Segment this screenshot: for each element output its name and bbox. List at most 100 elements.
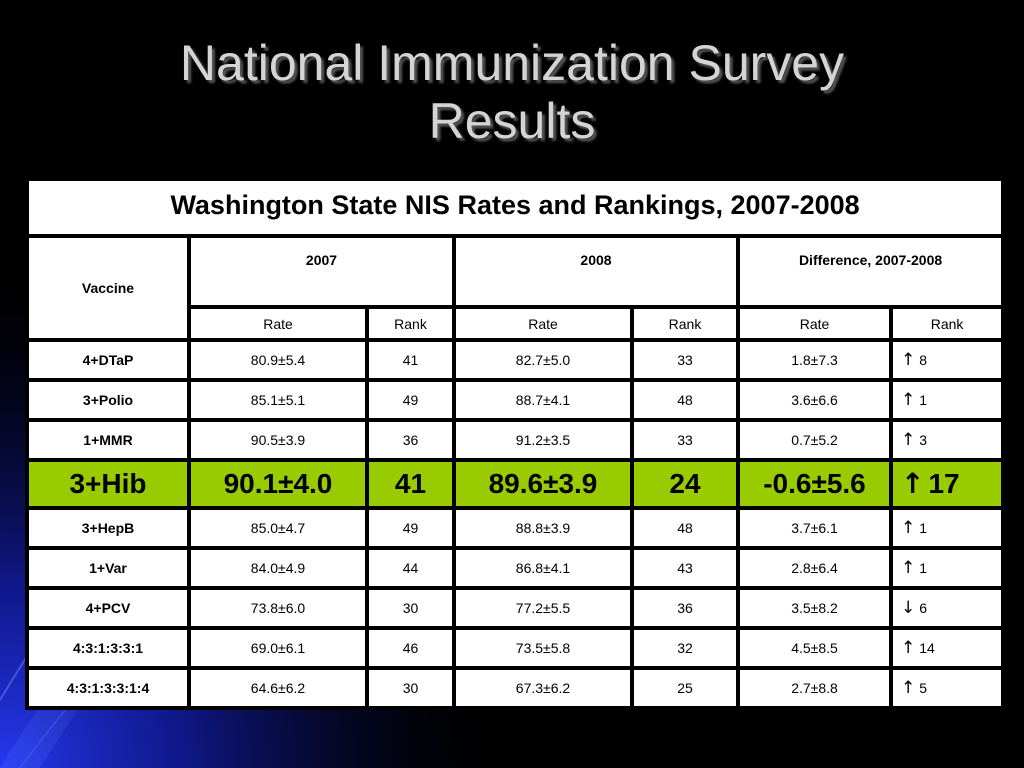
rank-change-value: 5 [919,679,928,696]
group-header-2008: 2008 [452,233,740,310]
subheader-rate-difference: Rate [736,305,893,342]
rank-2008: 48 [630,506,740,551]
rank-change: ↑ 5 [888,665,1006,711]
rate-difference: -0.6±5.6 [736,457,893,511]
group-header-2007: 2007 [187,233,456,310]
rank-change-value: 1 [919,520,928,537]
rank-2008: 24 [630,457,740,511]
rank-2008: 33 [630,337,740,382]
rate-2008: 86.8±4.1 [452,546,634,591]
table-row: 1+Var 84.0±4.9 44 86.8±4.1 43 2.8±6.4 ↑ 1 [25,546,1006,591]
rank-2007: 44 [365,546,456,591]
vaccine-name: 4+PCV [25,586,191,630]
rank-change: ↑ 14 [888,625,1006,670]
rate-2007: 64.6±6.2 [187,665,369,711]
rank-2008: 43 [630,546,740,591]
arrow-up-icon: ↑ [901,637,916,658]
rank-change: ↑ 1 [888,377,1006,422]
rate-difference: 3.5±8.2 [736,586,893,630]
rate-difference: 1.8±7.3 [736,337,893,382]
rate-difference: 3.7±6.1 [736,506,893,551]
arrow-up-icon: ↑ [901,677,916,698]
group-header-difference: Difference, 2007-2008 [735,233,1006,310]
arrow-up-icon: ↑ [901,467,925,501]
rank-change: ↑ 3 [888,417,1006,462]
subheader-rank-2008: Rank [630,305,740,342]
arrow-up-icon: ↑ [901,558,916,579]
rank-change: ↑ 1 [888,546,1006,591]
rate-2007: 84.0±4.9 [187,546,369,591]
rate-2007: 69.0±6.1 [187,625,369,670]
rate-difference: 3.6±6.6 [736,377,893,422]
rank-2007: 36 [365,417,456,462]
subheader-rank-2007: Rank [365,305,456,342]
nis-rates-table: Washington State NIS Rates and Rankings,… [24,177,1006,711]
rank-2007: 46 [365,625,456,670]
rank-change-value: 17 [928,468,960,500]
vaccine-name: 3+HepB [25,506,191,551]
rate-difference: 0.7±5.2 [736,417,893,462]
rank-2007: 41 [365,337,456,382]
table-row: 1+MMR 90.5±3.9 36 91.2±3.5 33 0.7±5.2 ↑ 3 [25,417,1006,462]
rate-2008: 82.7±5.0 [452,337,634,382]
table-row: 4+PCV 73.8±6.0 30 77.2±5.5 36 3.5±8.2 ↓ 6 [25,586,1006,630]
rate-2007: 80.9±5.4 [187,337,369,382]
rank-change-value: 1 [919,391,928,408]
vaccine-name: 4:3:1:3:3:1:4 [25,665,191,711]
rank-2008: 36 [630,586,740,630]
table-row-highlighted: 3+Hib 90.1±4.0 41 89.6±3.9 24 -0.6±5.6 ↑… [25,457,1006,511]
rank-2007: 41 [365,457,456,511]
arrow-up-icon: ↑ [901,429,916,450]
rank-change: ↓ 6 [888,586,1006,630]
rank-2007: 30 [365,665,456,711]
rank-2008: 33 [630,417,740,462]
slide-title: National Immunization Survey Results [0,34,1024,150]
rank-change: ↑ 17 [888,457,1006,511]
vaccine-name: 3+Polio [25,377,191,422]
subheader-rank-difference: Rank [888,305,1006,342]
vaccine-name: 3+Hib [25,457,191,511]
table-row: 3+Polio 85.1±5.1 49 88.7±4.1 48 3.6±6.6 … [25,377,1006,422]
rank-2008: 48 [630,377,740,422]
title-line-2: Results [428,93,596,149]
rate-difference: 2.7±8.8 [736,665,893,711]
table-row: 4+DTaP 80.9±5.4 41 82.7±5.0 33 1.8±7.3 ↑… [25,337,1006,382]
rate-2007: 90.1±4.0 [187,457,369,511]
rate-2008: 67.3±6.2 [452,665,634,711]
rank-change-value: 14 [919,639,935,656]
rank-2007: 49 [365,506,456,551]
vaccine-name: 4:3:1:3:3:1 [25,625,191,670]
arrow-up-icon: ↑ [901,389,916,410]
table-row: 4:3:1:3:3:1:4 64.6±6.2 30 67.3±6.2 25 2.… [25,665,1006,711]
rate-2008: 88.8±3.9 [452,506,634,551]
rate-2008: 88.7±4.1 [452,377,634,422]
rate-2008: 91.2±3.5 [452,417,634,462]
rank-2008: 32 [630,625,740,670]
vaccine-name: 1+Var [25,546,191,591]
rank-change: ↑ 8 [888,337,1006,382]
rate-2007: 85.1±5.1 [187,377,369,422]
arrow-up-icon: ↑ [901,349,916,370]
arrow-down-icon: ↓ [901,597,916,618]
rank-2007: 30 [365,586,456,630]
vaccine-name: 1+MMR [25,417,191,462]
rate-difference: 4.5±8.5 [736,625,893,670]
rate-2007: 85.0±4.7 [187,506,369,551]
rate-difference: 2.8±6.4 [736,546,893,591]
table-row: 4:3:1:3:3:1 69.0±6.1 46 73.5±5.8 32 4.5±… [25,625,1006,670]
rate-2007: 73.8±6.0 [187,586,369,630]
subheader-rate-2008: Rate [452,305,634,342]
rate-2008: 73.5±5.8 [452,625,634,670]
rate-2007: 90.5±3.9 [187,417,369,462]
arrow-up-icon: ↑ [901,518,916,539]
rank-2008: 25 [630,665,740,711]
table-caption: Washington State NIS Rates and Rankings,… [24,177,1006,238]
table-row: 3+HepB 85.0±4.7 49 88.8±3.9 48 3.7±6.1 ↑… [25,506,1006,551]
title-line-1: National Immunization Survey [179,35,845,91]
rank-change-value: 1 [919,560,928,577]
rank-change-value: 3 [919,431,928,448]
rank-change-value: 6 [919,599,928,616]
rank-2007: 49 [365,377,456,422]
vaccine-name: 4+DTaP [25,337,191,382]
